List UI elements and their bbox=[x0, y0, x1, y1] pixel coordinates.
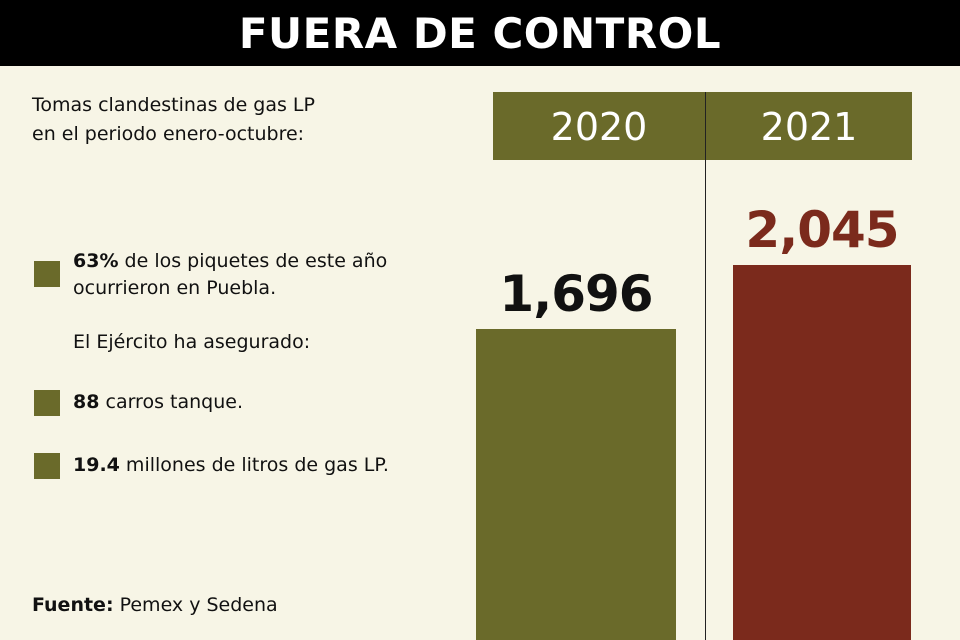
note-liters-amount: 19.4 bbox=[73, 454, 120, 476]
value-label-2021: 2,045 bbox=[745, 201, 899, 259]
year-header-band bbox=[493, 92, 912, 160]
chart-subtitle: Tomas clandestinas de gas LP en el perio… bbox=[32, 91, 452, 149]
bullet-square-3 bbox=[34, 453, 60, 479]
subtitle-line-2: en el periodo enero-octubre: bbox=[32, 123, 305, 145]
year-label-2020: 2020 bbox=[550, 105, 648, 149]
note-tank-cars-text: carros tanque. bbox=[99, 391, 243, 413]
note-puebla-percent: 63% bbox=[73, 250, 119, 272]
bar-2021 bbox=[733, 265, 911, 640]
note-puebla: 63% de los piquetes de este año ocurrier… bbox=[73, 248, 387, 302]
subtitle-line-1: Tomas clandestinas de gas LP bbox=[32, 94, 315, 116]
source-note: Fuente: Pemex y Sedena bbox=[32, 594, 278, 616]
bullet-square-1 bbox=[34, 261, 60, 287]
note-puebla-line2: ocurrieron en Puebla. bbox=[73, 277, 277, 299]
note-tank-cars-count: 88 bbox=[73, 391, 100, 413]
note-puebla-text: de los piquetes de este año bbox=[118, 250, 388, 272]
page-title: FUERA DE CONTROL bbox=[238, 8, 722, 58]
note-liters: 19.4 millones de litros de gas LP. bbox=[73, 452, 389, 479]
column-divider bbox=[705, 92, 706, 640]
bullet-square-2 bbox=[34, 390, 60, 416]
note-liters-text: millones de litros de gas LP. bbox=[119, 454, 389, 476]
value-label-2020: 1,696 bbox=[499, 264, 653, 323]
note-army-heading: El Ejército ha asegurado: bbox=[73, 331, 311, 353]
source-text: Pemex y Sedena bbox=[113, 594, 278, 616]
bar-2020 bbox=[476, 328, 676, 640]
source-label: Fuente: bbox=[32, 594, 114, 616]
note-tank-cars: 88 carros tanque. bbox=[73, 389, 243, 416]
title-bar: FUERA DE CONTROL bbox=[0, 0, 960, 66]
year-label-2021: 2021 bbox=[760, 105, 858, 149]
